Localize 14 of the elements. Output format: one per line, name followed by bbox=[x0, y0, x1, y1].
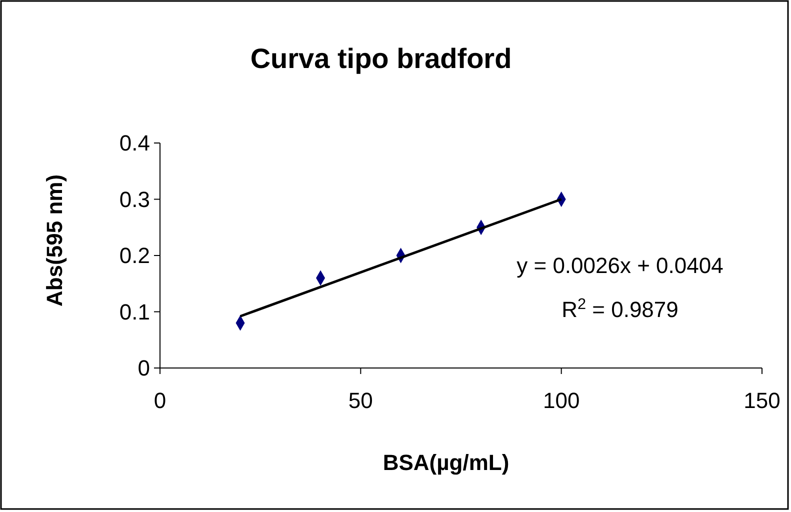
y-tick-label: 0.2 bbox=[119, 243, 150, 268]
annotation: R$^{2}$ = 0.9879 bbox=[562, 296, 678, 322]
x-tick-label: 50 bbox=[348, 388, 373, 413]
y-axis-title: Abs(595 nm) bbox=[42, 174, 67, 307]
chart-title: Curva tipo bradford bbox=[250, 43, 512, 74]
y-tick-label: 0.4 bbox=[119, 130, 150, 156]
x-tick-label: 150 bbox=[744, 388, 780, 413]
x-tick-label: 0 bbox=[154, 388, 166, 413]
annotation: y = 0.0026x + 0.0404 bbox=[516, 253, 724, 278]
x-axis-title: BSA(µg/mL) bbox=[382, 450, 510, 475]
y-tick-label: 0 bbox=[138, 356, 150, 381]
y-tick-label: 0.1 bbox=[119, 299, 150, 324]
x-tick-label: 100 bbox=[542, 388, 580, 413]
y-tick-label: 0.3 bbox=[119, 186, 150, 212]
